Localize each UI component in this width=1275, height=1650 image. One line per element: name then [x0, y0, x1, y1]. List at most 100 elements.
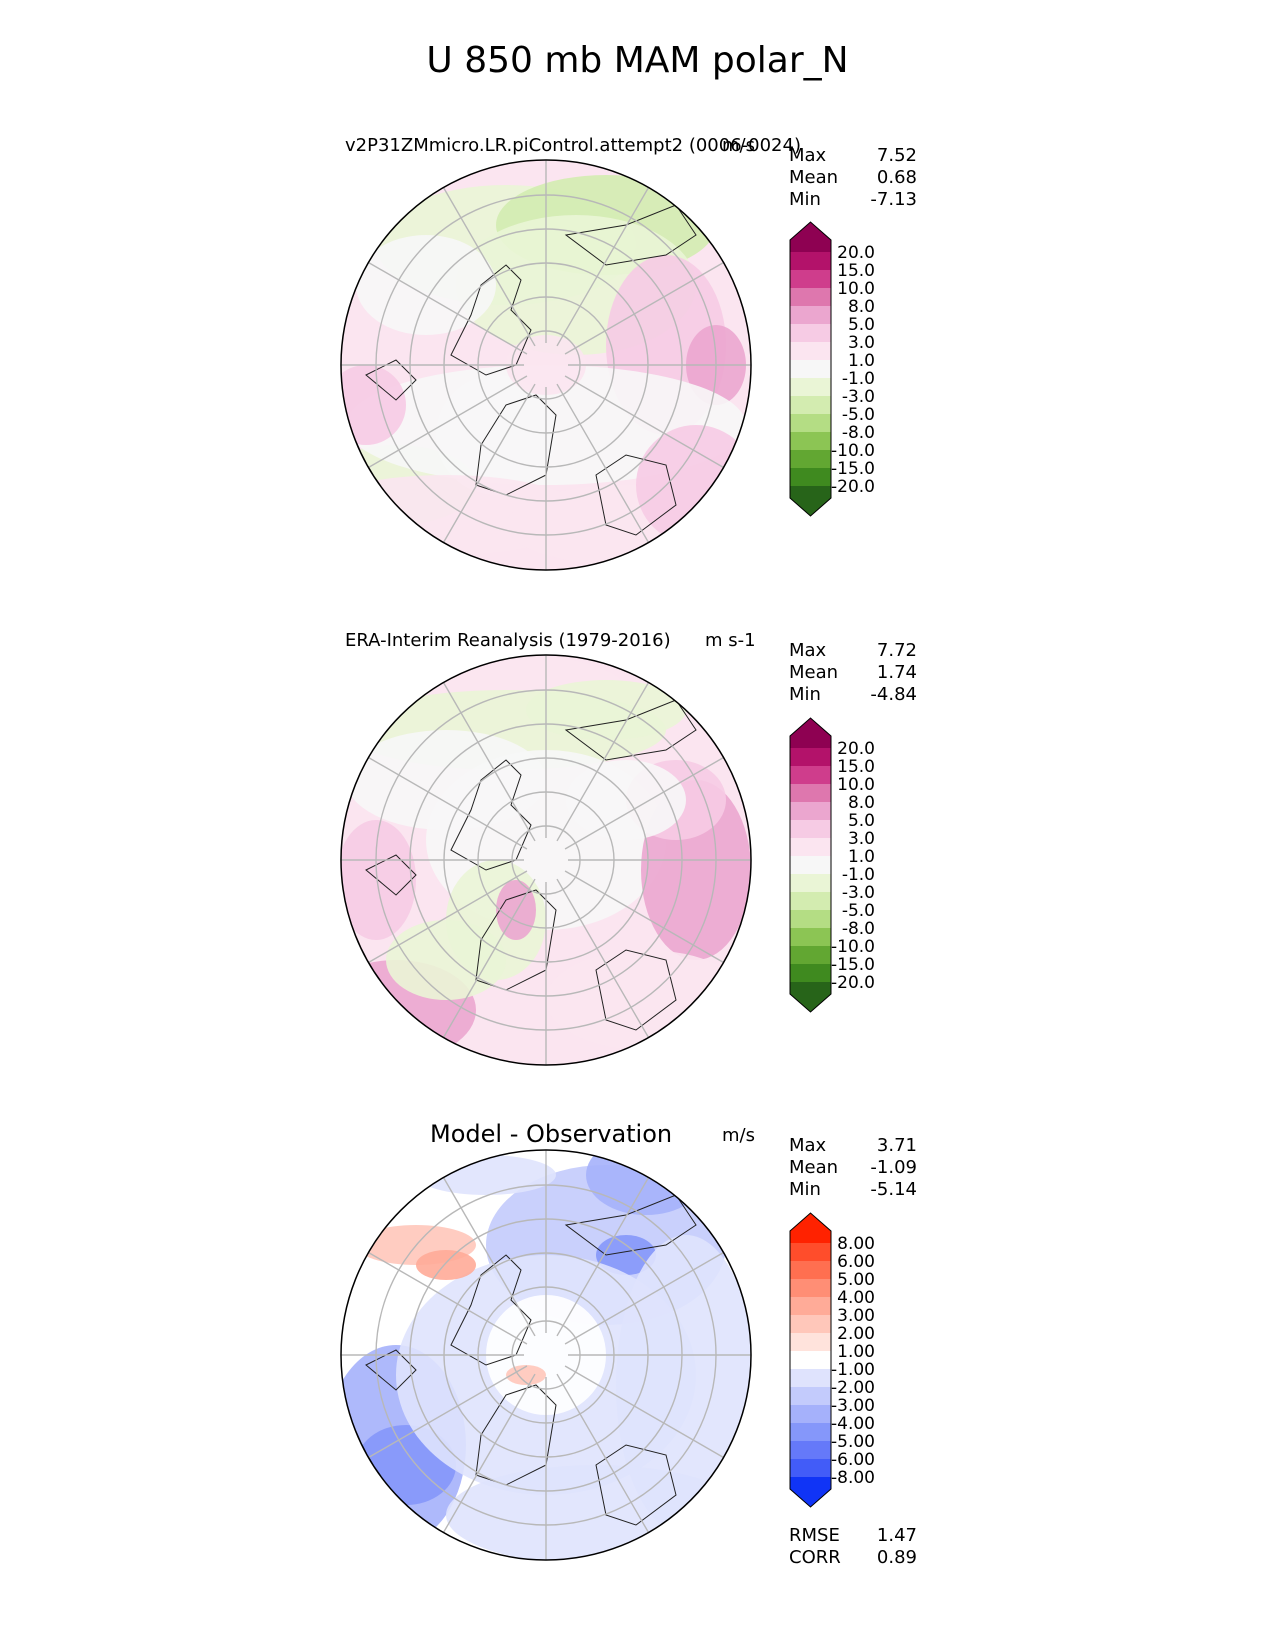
panel-3-colorbar-tick-label: -4.00: [831, 1414, 875, 1434]
panel-1-field-patch: [636, 425, 751, 545]
panel-2-colorbar-extend-max: [790, 718, 831, 748]
panel-3-lon-gridline: [556, 1373, 650, 1533]
panel-3-colorbar-segment: [790, 1261, 831, 1279]
panel-2-max-label: Max: [789, 640, 827, 661]
panel-2-map: [341, 655, 751, 1065]
panel-1-map-border: [340, 159, 752, 571]
panel-3-lon-gridline: [442, 1373, 536, 1533]
panel-1-lon-gridline: [368, 375, 528, 469]
panel-1-colorbar-tick-label: 1.0: [848, 351, 875, 371]
panel-3-map: [341, 1150, 751, 1560]
panel-2-colorbar-tick-label: -15.0: [831, 955, 875, 975]
panel-3-coastlines: [365, 1194, 697, 1526]
panel-2-colorbar-segment: [790, 946, 831, 964]
panel-1-colorbar-tick-label: 15.0: [837, 261, 875, 281]
panel-1-colorbar-extend-min: [790, 486, 831, 516]
panel-1-colorbar-tick-label: 10.0: [837, 279, 875, 299]
panel-1-max-value: 7.52: [876, 145, 917, 166]
panel-2-field-patch: [526, 680, 686, 740]
panel-1-min-label: Min: [789, 189, 821, 210]
panel-3-colorbar-extend-max: [790, 1213, 831, 1243]
panel-1-colorbar-tick-label: -20.0: [831, 477, 875, 497]
panel-1-colorbar-segment: [790, 252, 831, 270]
panel-1-colorbar-segment: [790, 414, 831, 432]
panel-1-max-label: Max: [789, 145, 827, 166]
panel-1-colorbar-segment: [790, 288, 831, 306]
panel-1-lon-gridline: [564, 261, 724, 355]
panel-2-field-patch: [341, 820, 416, 940]
panel-2-colorbar-tick-label: -8.0: [842, 919, 875, 939]
panel-3-lon-gridline: [442, 1177, 536, 1337]
panel-3-colorbar-tick-label: -3.00: [831, 1396, 875, 1416]
panel-2-colorbar-tick-label: -3.0: [842, 883, 875, 903]
panel-2-colorbar-segment: [790, 964, 831, 982]
panel-1-mean-value: 0.68: [876, 167, 917, 188]
panel-1-title: v2P31ZMmicro.LR.piControl.attempt2 (0006…: [345, 135, 801, 156]
panel-3-colorbar-tick-label: -6.00: [831, 1450, 875, 1470]
panel-1-lon-gridline: [564, 375, 724, 469]
panel-3-field-patch: [596, 1235, 656, 1275]
panel-2-colorbar-segment: [790, 892, 831, 910]
panel-3-mean-label: Mean: [789, 1157, 839, 1178]
panel-3-min-label: Min: [789, 1179, 821, 1200]
panel-3-field-patch: [416, 1250, 476, 1280]
panel-3-colorbar: 8.006.005.004.003.002.001.00-1.00-2.00-3…: [789, 1212, 875, 1508]
panel-1-colorbar-tick-label: 20.0: [837, 243, 875, 263]
panel-2-colorbar-segment: [790, 748, 831, 766]
panel-2-min-value: -4.84: [870, 684, 917, 705]
panel-3-colorbar-segment: [790, 1333, 831, 1351]
panel-3-colorbar-segment: [790, 1351, 831, 1369]
panel-1-colorbar-tick-label: -1.0: [842, 369, 875, 389]
panel-3-lon-gridline: [368, 1251, 528, 1345]
panel-3-colorbar-segment: [790, 1423, 831, 1441]
panel-3-max-label: Max: [789, 1135, 827, 1156]
panel-3-colorbar-tick-label: -1.00: [831, 1360, 875, 1380]
panel-2-colorbar-tick-label: 8.0: [848, 793, 875, 813]
panel-2-colorbar-segment: [790, 856, 831, 874]
panel-1-lon-gridline: [556, 383, 650, 543]
panel-1-colorbar-extend-max: [790, 222, 831, 252]
panel-1-lon-gridline: [442, 187, 536, 347]
panel-3-mean-value: -1.09: [870, 1157, 917, 1178]
panel-1-colorbar-tick-label: 8.0: [848, 297, 875, 317]
panel-3-corr-value: 0.89: [876, 1547, 917, 1568]
panel-2-colorbar-tick-label: -20.0: [831, 973, 875, 993]
panel-1-mean-label: Mean: [789, 167, 839, 188]
panel-3-units: m/s: [722, 1125, 755, 1146]
panel-3-lon-gridline: [368, 1365, 528, 1459]
panel-2-colorbar-tick-label: 10.0: [837, 775, 875, 795]
panel-1-colorbar-segment: [790, 450, 831, 468]
panel-1-colorbar-tick-label: 3.0: [848, 333, 875, 353]
panel-3-colorbar-tick-label: 5.00: [837, 1270, 875, 1290]
panel-2-coastlines: [365, 699, 697, 1031]
panel-2-colorbar-tick-label: 5.0: [848, 811, 875, 831]
panel-3-colorbar-segment: [790, 1369, 831, 1387]
panel-2-colorbar-tick-label: 1.0: [848, 847, 875, 867]
panel-1-colorbar-tick-label: -8.0: [842, 423, 875, 443]
panel-3-colorbar-tick-label: -2.00: [831, 1378, 875, 1398]
panel-3-colorbar-segment: [790, 1459, 831, 1477]
panel-3-colorbar-tick-label: 6.00: [837, 1252, 875, 1272]
panel-2-colorbar-segment: [790, 802, 831, 820]
panel-3-field-patch: [416, 1155, 556, 1195]
panel-3-max-value: 3.71: [876, 1135, 917, 1156]
panel-1-lon-gridline: [556, 187, 650, 347]
panel-3-lon-gridline: [564, 1251, 724, 1345]
panel-3-rmse-value: 1.47: [876, 1525, 917, 1546]
panel-3-map-border: [340, 1149, 752, 1561]
panel-1-min-value: -7.13: [870, 189, 917, 210]
panel-3-colorbar-tick-label: -8.00: [831, 1468, 875, 1488]
panel-2-colorbar-extend-min: [790, 982, 831, 1012]
panel-1-field-patch: [341, 365, 406, 445]
panel-2-lon-gridline: [556, 878, 650, 1038]
panel-3-colorbar-segment: [790, 1279, 831, 1297]
panel-1-units: m/s: [722, 135, 755, 156]
panel-2-colorbar-segment: [790, 874, 831, 892]
panel-2-lon-gridline: [442, 682, 536, 842]
panel-2-max-value: 7.72: [876, 640, 917, 661]
panel-2-colorbar: 20.015.010.08.05.03.01.0-1.0-3.0-5.0-8.0…: [789, 717, 875, 1013]
panel-2-colorbar-segment: [790, 766, 831, 784]
panel-1-colorbar-segment: [790, 306, 831, 324]
panel-2-colorbar-tick-label: -5.0: [842, 901, 875, 921]
panel-1-lon-gridline: [442, 383, 536, 543]
